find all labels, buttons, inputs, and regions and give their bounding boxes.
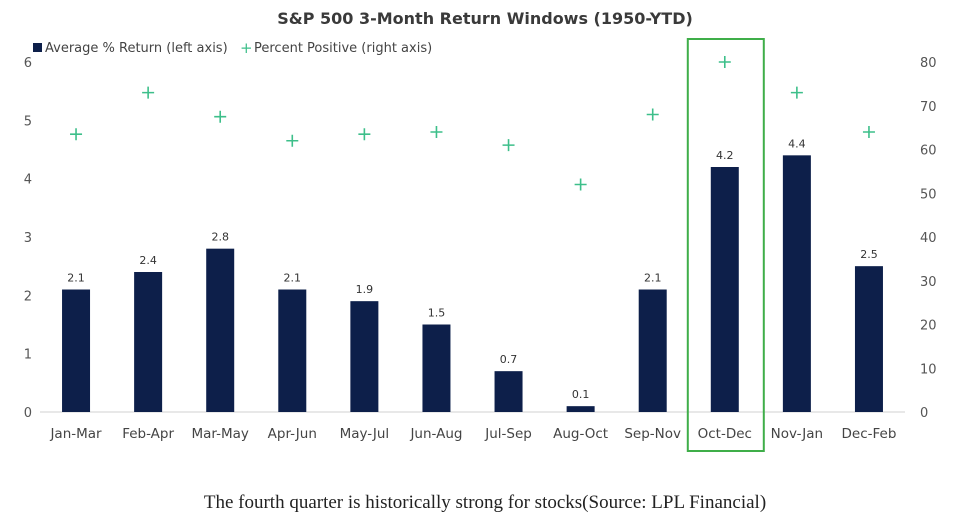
category-label: Jun-Aug bbox=[409, 426, 462, 442]
chart: S&P 500 3-Month Return Windows (1950-YTD… bbox=[24, 9, 937, 452]
bar-value-label: 2.8 bbox=[211, 231, 229, 244]
percent-positive-marker bbox=[214, 110, 227, 123]
left-axis-tick-label: 5 bbox=[24, 114, 32, 129]
bar bbox=[134, 272, 163, 412]
percent-positive-marker bbox=[70, 128, 83, 141]
category-label: Aug-Oct bbox=[553, 426, 608, 442]
bar bbox=[782, 155, 811, 413]
bar bbox=[710, 167, 739, 412]
right-axis-tick-label: 0 bbox=[920, 406, 928, 421]
right-axis-tick-label: 70 bbox=[920, 100, 937, 115]
legend-marker-plus: + bbox=[240, 39, 253, 57]
legend-label-points: Percent Positive (right axis) bbox=[254, 41, 432, 56]
category-label: Apr-Jun bbox=[268, 426, 317, 442]
percent-positive-marker bbox=[430, 126, 443, 138]
category-label: Jan-Mar bbox=[49, 426, 102, 442]
bar-value-label: 2.1 bbox=[644, 272, 662, 285]
bar bbox=[350, 301, 379, 412]
percent-positive-marker bbox=[718, 56, 731, 68]
percent-positive-marker bbox=[502, 139, 515, 152]
category-label: Dec-Feb bbox=[842, 426, 897, 442]
right-axis-tick-label: 80 bbox=[920, 56, 937, 71]
right-axis-tick-label: 20 bbox=[920, 319, 937, 334]
category-label: Sep-Nov bbox=[624, 426, 681, 442]
bar-value-label: 2.5 bbox=[860, 248, 878, 261]
percent-positive-marker bbox=[646, 108, 659, 121]
left-axis-tick-label: 6 bbox=[24, 56, 32, 71]
bar-value-label: 1.5 bbox=[428, 307, 446, 320]
bar bbox=[278, 289, 307, 412]
bar-value-label: 2.1 bbox=[67, 272, 85, 285]
left-axis-tick-label: 0 bbox=[24, 406, 32, 421]
category-label: Nov-Jan bbox=[771, 426, 823, 442]
percent-positive-marker bbox=[142, 86, 155, 99]
percent-positive-marker bbox=[286, 134, 299, 147]
bar bbox=[422, 324, 451, 412]
left-axis-tick-label: 4 bbox=[24, 173, 32, 188]
legend-label-bars: Average % Return (left axis) bbox=[45, 41, 228, 56]
left-axis-tick-label: 3 bbox=[24, 231, 32, 246]
bar-value-label: 1.9 bbox=[356, 283, 374, 296]
bar bbox=[62, 289, 91, 412]
percent-positive-marker bbox=[790, 86, 803, 99]
bar-value-label: 4.4 bbox=[788, 137, 806, 150]
left-axis-tick-label: 1 bbox=[24, 348, 32, 363]
right-axis-tick-label: 60 bbox=[920, 144, 937, 159]
highlight-box bbox=[686, 38, 765, 452]
bar bbox=[854, 266, 883, 412]
percent-positive-marker bbox=[574, 178, 587, 191]
bar-value-label: 2.1 bbox=[284, 272, 302, 285]
right-axis-tick-label: 40 bbox=[920, 231, 937, 246]
bar bbox=[206, 248, 235, 412]
bar-value-label: 4.2 bbox=[716, 149, 734, 162]
category-label: May-Jul bbox=[340, 426, 390, 442]
left-axis-tick-label: 2 bbox=[24, 289, 32, 304]
figure-caption: The fourth quarter is historically stron… bbox=[203, 492, 767, 513]
percent-positive-marker bbox=[862, 126, 875, 138]
right-axis-tick-label: 50 bbox=[920, 187, 937, 202]
right-axis-tick-label: 30 bbox=[920, 275, 937, 290]
bar-value-label: 0.1 bbox=[572, 388, 590, 401]
percent-positive-marker bbox=[358, 128, 371, 141]
bar bbox=[566, 406, 595, 412]
chart-title: S&P 500 3-Month Return Windows (1950-YTD… bbox=[277, 9, 693, 28]
bar bbox=[638, 289, 667, 412]
bar-value-label: 0.7 bbox=[500, 353, 518, 366]
category-label: Mar-May bbox=[192, 426, 249, 442]
category-label: Oct-Dec bbox=[698, 426, 752, 442]
bar bbox=[494, 371, 523, 412]
category-label: Feb-Apr bbox=[122, 426, 174, 442]
legend-swatch-bars bbox=[33, 43, 42, 52]
bar-value-label: 2.4 bbox=[139, 254, 157, 267]
category-label: Jul-Sep bbox=[484, 426, 532, 442]
right-axis-tick-label: 10 bbox=[920, 362, 937, 377]
